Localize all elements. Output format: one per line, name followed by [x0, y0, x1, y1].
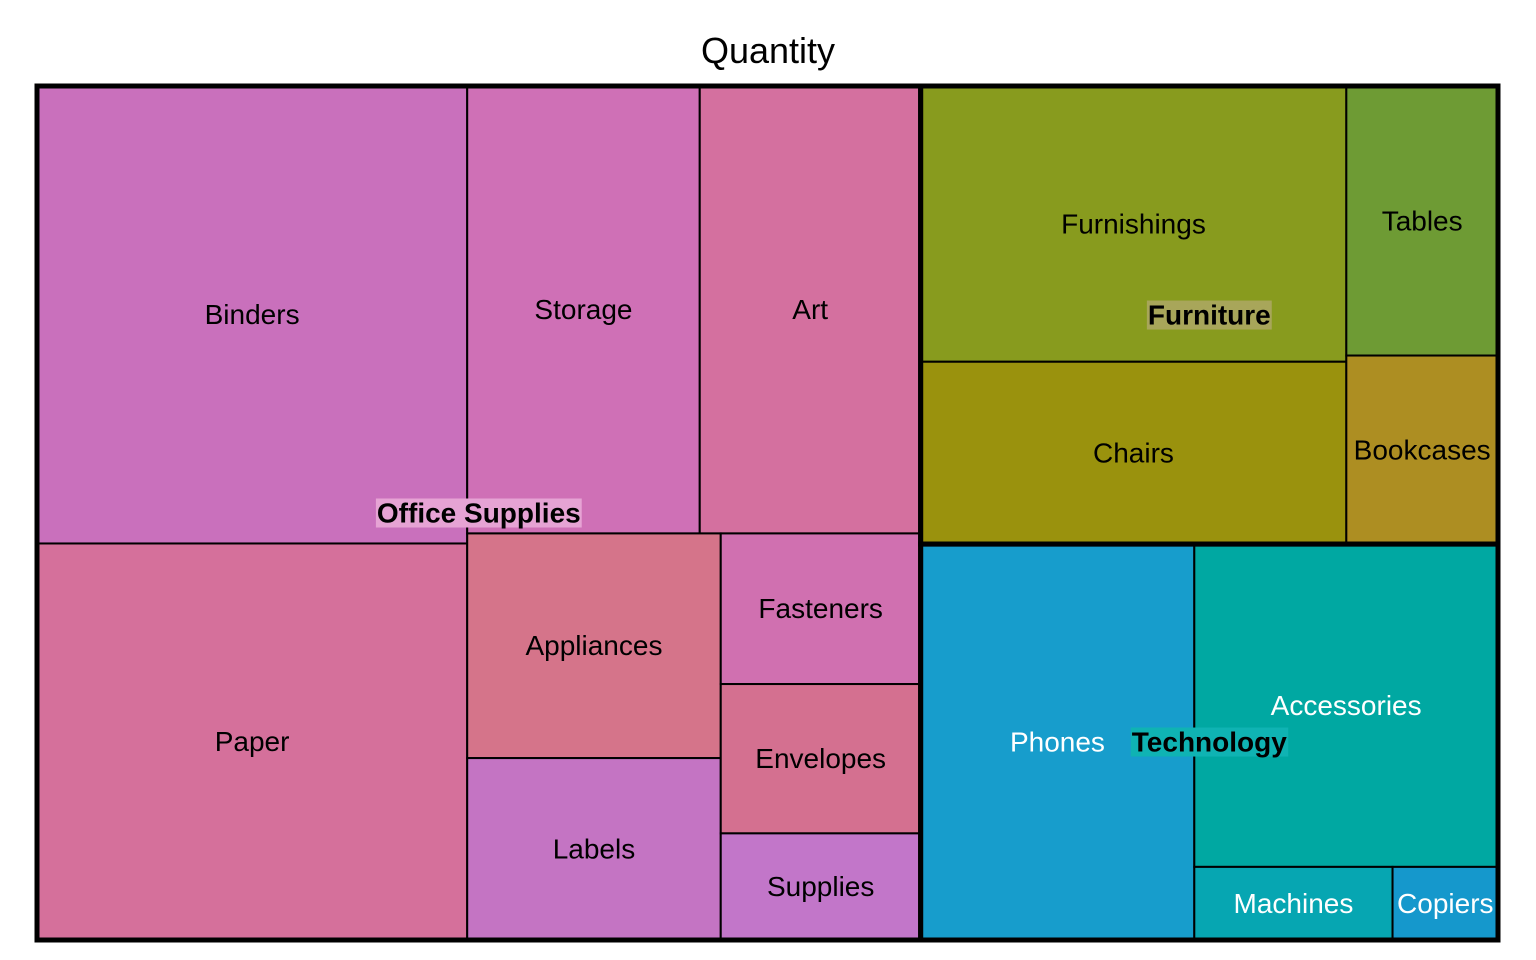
tile-label-copiers: Copiers [1397, 888, 1493, 919]
tile-label-fasteners: Fasteners [758, 593, 883, 624]
tile-label-machines: Machines [1234, 888, 1354, 919]
group-label-bg-furniture [1146, 300, 1272, 330]
tile-label-labels: Labels [553, 834, 636, 865]
tile-label-phones: Phones [1010, 727, 1105, 758]
tile-label-envelopes: Envelopes [755, 743, 886, 774]
tile-art[interactable] [698, 85, 922, 535]
tile-label-storage: Storage [534, 294, 632, 325]
tile-fasteners[interactable] [719, 532, 922, 686]
group-label-office-supplies: Office Supplies [377, 498, 581, 529]
tile-label-accessories: Accessories [1271, 690, 1422, 721]
tile-paper[interactable] [36, 542, 469, 942]
tile-furnishings[interactable] [919, 85, 1348, 363]
tile-label-chairs: Chairs [1093, 437, 1174, 468]
tile-label-appliances: Appliances [525, 630, 662, 661]
chart-title: Quantity [700, 30, 836, 71]
tile-label-tables: Tables [1382, 205, 1463, 236]
tile-label-supplies: Supplies [767, 871, 874, 902]
group-label-furniture: Furniture [1148, 300, 1271, 331]
tile-accessories[interactable] [1193, 543, 1500, 868]
tile-bookcases[interactable] [1345, 354, 1499, 546]
tile-tables[interactable] [1345, 85, 1499, 357]
group-label-technology: Technology [1132, 727, 1287, 758]
group-border-technology [918, 541, 1501, 943]
tile-label-furnishings: Furnishings [1061, 208, 1206, 239]
tile-label-art: Art [792, 294, 828, 325]
tile-binders[interactable] [36, 85, 469, 545]
tile-label-binders: Binders [205, 299, 300, 330]
group-label-bg-office-supplies [375, 498, 582, 528]
tile-copiers[interactable] [1391, 865, 1500, 941]
tile-label-paper: Paper [215, 726, 290, 757]
tile-envelopes[interactable] [719, 683, 922, 835]
tile-label-bookcases: Bookcases [1354, 434, 1491, 465]
group-label-bg-technology [1130, 727, 1289, 757]
tile-storage[interactable] [466, 85, 701, 535]
tile-supplies[interactable] [719, 832, 922, 942]
tile-machines[interactable] [1193, 865, 1394, 941]
